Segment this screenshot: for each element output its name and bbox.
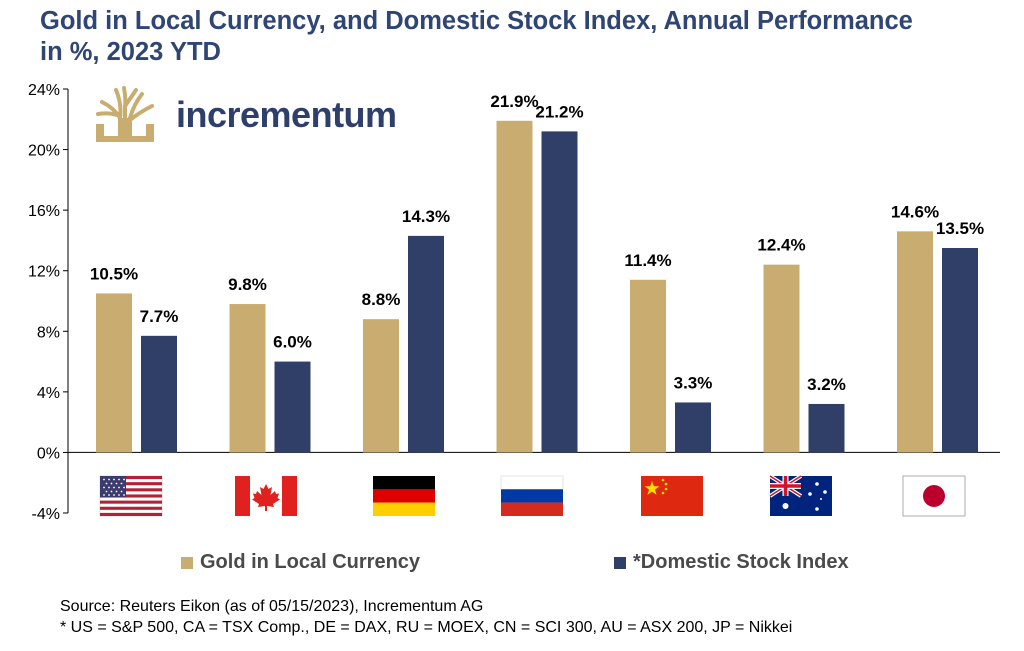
canada-flag-icon bbox=[235, 476, 297, 516]
data-label-gold-jp: 14.6% bbox=[891, 202, 939, 221]
data-label-stock-au: 3.2% bbox=[807, 375, 846, 394]
legend-swatch-stock bbox=[614, 556, 626, 569]
data-label-gold-cn: 11.4% bbox=[624, 251, 671, 270]
data-label-gold-us: 10.5% bbox=[90, 264, 138, 283]
incrementum-logo-icon bbox=[96, 86, 154, 142]
y-tick-label: -4% bbox=[32, 506, 60, 523]
china-flag-icon bbox=[641, 476, 703, 516]
bar-gold-ru bbox=[496, 120, 533, 453]
y-tick-label: 16% bbox=[28, 203, 60, 220]
bar-stock-us bbox=[141, 335, 177, 453]
data-label-stock-ca: 6.0% bbox=[273, 333, 312, 352]
bar-gold-ca bbox=[229, 304, 266, 453]
bar-gold-au bbox=[763, 264, 800, 453]
bar-gold-cn bbox=[630, 279, 666, 453]
data-label-stock-us: 7.7% bbox=[140, 307, 179, 326]
data-label-stock-de: 14.3% bbox=[402, 207, 450, 226]
chart-title: Gold in Local Currency, and Domestic Sto… bbox=[40, 7, 913, 66]
data-label-stock-jp: 13.5% bbox=[936, 219, 984, 238]
russia-flag-icon bbox=[500, 475, 564, 516]
source-line: Source: Reuters Eikon (as of 05/15/2023)… bbox=[60, 598, 484, 615]
us-flag-icon bbox=[99, 475, 163, 517]
bar-gold-de bbox=[363, 319, 399, 453]
bar-stock-ca bbox=[274, 361, 311, 453]
y-tick-label: 4% bbox=[37, 385, 60, 402]
legend-label-gold: Gold in Local Currency bbox=[200, 551, 421, 573]
data-label-gold-ca: 9.8% bbox=[228, 275, 267, 294]
legend-label-stock: *Domestic Stock Index bbox=[633, 551, 849, 573]
y-axis: 24% 20% 16% 12% 8% 4% 0% -4% bbox=[28, 82, 1000, 523]
legend-item-stock: *Domestic Stock Index bbox=[614, 551, 849, 574]
footnote-line: * US = S&P 500, CA = TSX Comp., DE = DAX… bbox=[60, 619, 793, 636]
logo-wordmark: incrementum bbox=[176, 94, 397, 135]
y-tick-label: 0% bbox=[37, 445, 60, 462]
y-tick-label: 24% bbox=[28, 82, 60, 99]
source-note: Source: Reuters Eikon (as of 05/15/2023)… bbox=[60, 596, 792, 638]
bar-stock-au bbox=[808, 403, 845, 453]
data-label-gold-ru: 21.9% bbox=[490, 92, 538, 111]
bar-stock-de bbox=[408, 235, 444, 453]
y-tick-label: 8% bbox=[37, 324, 60, 341]
bar-gold-jp bbox=[897, 231, 933, 453]
bar-stock-ru bbox=[541, 131, 578, 453]
bar-stock-cn bbox=[675, 402, 711, 453]
bar-gold-us bbox=[96, 293, 132, 453]
bar-stock-jp bbox=[942, 248, 978, 453]
category-flags bbox=[99, 474, 966, 517]
australia-flag-icon bbox=[768, 474, 832, 516]
data-label-stock-cn: 3.3% bbox=[674, 373, 713, 392]
legend-item-gold: Gold in Local Currency bbox=[181, 551, 420, 574]
legend-swatch-gold bbox=[181, 556, 193, 569]
data-label-gold-au: 12.4% bbox=[757, 236, 805, 255]
data-label-gold-de: 8.8% bbox=[362, 290, 401, 309]
bars-group bbox=[96, 120, 978, 453]
japan-flag-icon bbox=[902, 475, 966, 517]
data-labels-group: 10.5% 7.7% 9.8% 6.0% 8.8% 14.3% 21.9%21.2% 11.4… bbox=[90, 92, 984, 394]
germany-flag-icon bbox=[373, 476, 435, 516]
y-tick-label: 20% bbox=[28, 143, 60, 160]
data-label-stock-ru: 21.2% bbox=[535, 102, 583, 121]
y-tick-label: 12% bbox=[28, 264, 60, 281]
